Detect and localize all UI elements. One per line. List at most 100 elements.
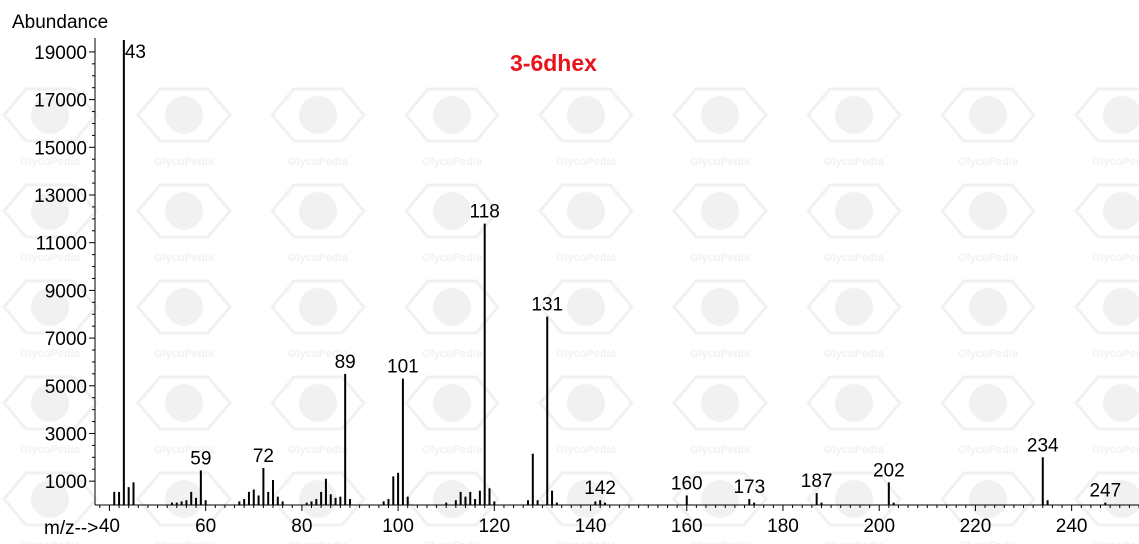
watermark-logo: GlycoPedia: [2, 471, 98, 544]
watermark-text: GlycoPedia: [422, 540, 483, 544]
watermark-hexagon: [940, 471, 1036, 527]
watermark-circle: [165, 96, 203, 134]
peak-label: 160: [671, 473, 703, 494]
y-tick-label: 11000: [36, 234, 87, 255]
watermark-logo: GlycoPedia: [270, 279, 366, 360]
y-axis-label: Abundance: [12, 12, 109, 33]
watermark-circle: [31, 288, 69, 326]
watermark-logo: GlycoPedia: [136, 87, 232, 168]
y-tick-label: 5000: [45, 377, 87, 398]
watermark-logo: GlycoPedia: [538, 279, 634, 360]
watermark-text: GlycoPedia: [154, 156, 215, 168]
watermark-circle: [1103, 192, 1139, 230]
watermark-circle: [835, 480, 873, 518]
watermark-circle: [701, 96, 739, 134]
watermark-circle: [969, 384, 1007, 422]
watermark-text: GlycoPedia: [20, 252, 81, 264]
watermark-hexagon: [270, 87, 366, 143]
watermark-text: GlycoPedia: [824, 156, 885, 168]
watermark-text: GlycoPedia: [690, 444, 751, 456]
watermark-text: GlycoPedia: [422, 252, 483, 264]
watermark-logo: GlycoPedia: [136, 183, 232, 264]
watermark-circle: [433, 288, 471, 326]
watermark-hexagon: [1074, 471, 1139, 527]
watermark-hexagon: [538, 279, 634, 335]
watermark-circle: [567, 96, 605, 134]
watermark-logo: GlycoPedia: [2, 375, 98, 456]
watermark-logo: GlycoPedia: [2, 183, 98, 264]
watermark-hexagon: [1074, 375, 1139, 431]
watermark-hexagon: [538, 87, 634, 143]
watermark-text: GlycoPedia: [1092, 540, 1139, 544]
watermark-logo: GlycoPedia: [404, 375, 500, 456]
watermark-circle: [1103, 96, 1139, 134]
x-tick-label: 80: [291, 516, 312, 537]
watermark-hexagon: [940, 183, 1036, 239]
watermark-hexagon: [270, 471, 366, 527]
peak-label: 72: [253, 446, 274, 467]
x-tick-label: 140: [575, 516, 607, 537]
x-tick-label: 200: [863, 516, 895, 537]
watermark-text: GlycoPedia: [556, 348, 617, 360]
watermark-hexagon: [270, 375, 366, 431]
watermark-logo: GlycoPedia: [806, 375, 902, 456]
watermark-hexagon: [1074, 87, 1139, 143]
watermark-logo: GlycoPedia: [806, 87, 902, 168]
watermark-logo: GlycoPedia: [136, 279, 232, 360]
watermark-hexagon: [672, 183, 768, 239]
y-tick-label: 15000: [34, 138, 87, 159]
x-tick-label: 160: [671, 516, 703, 537]
y-tick-label: 1000: [45, 472, 87, 493]
watermark-hexagon: [2, 279, 98, 335]
x-tick-label: 120: [478, 516, 510, 537]
watermark-circle: [433, 480, 471, 518]
watermark-logo: GlycoPedia: [404, 471, 500, 544]
watermark-hexagon: [2, 375, 98, 431]
watermark-hexagon: [136, 87, 232, 143]
watermark-text: GlycoPedia: [556, 156, 617, 168]
peak-label: 59: [190, 448, 211, 469]
y-tick-label: 17000: [34, 91, 87, 112]
x-tick-label: 240: [1056, 516, 1088, 537]
watermark-hexagon: [404, 375, 500, 431]
watermark-circle: [701, 480, 739, 518]
watermark-logo: GlycoPedia: [1074, 375, 1139, 456]
peak-label: 101: [387, 357, 419, 378]
y-tick-label: 13000: [34, 186, 87, 207]
watermark-circle: [835, 288, 873, 326]
peak-label: 247: [1089, 481, 1121, 502]
watermark-logo: GlycoPedia: [1074, 87, 1139, 168]
x-tick-label: 180: [767, 516, 799, 537]
y-tick-label: 9000: [45, 281, 87, 302]
watermark-logo: GlycoPedia: [404, 279, 500, 360]
watermark-text: GlycoPedia: [958, 252, 1019, 264]
y-tick-label: 7000: [45, 329, 87, 350]
watermark-text: GlycoPedia: [154, 444, 215, 456]
watermark-hexagon: [940, 375, 1036, 431]
watermark-logo: GlycoPedia: [806, 183, 902, 264]
watermark-hexagon: [270, 279, 366, 335]
watermark-text: GlycoPedia: [1092, 444, 1139, 456]
watermark-text: GlycoPedia: [958, 444, 1019, 456]
watermark-hexagon: [806, 375, 902, 431]
watermark-text: GlycoPedia: [824, 348, 885, 360]
watermark-logo: GlycoPedia: [672, 471, 768, 544]
watermark-circle: [165, 288, 203, 326]
watermark-logo: GlycoPedia: [672, 279, 768, 360]
watermark-hexagon: [806, 87, 902, 143]
watermark-circle: [433, 384, 471, 422]
watermark-circle: [1103, 480, 1139, 518]
watermark-circle: [835, 384, 873, 422]
x-tick-label: 220: [960, 516, 992, 537]
watermark-logo: GlycoPedia: [404, 87, 500, 168]
watermark-logo: GlycoPedia: [538, 183, 634, 264]
watermark-circle: [567, 288, 605, 326]
peak-label: 142: [584, 478, 616, 499]
watermark-circle: [701, 384, 739, 422]
watermark-circle: [165, 480, 203, 518]
watermark-circle: [31, 96, 69, 134]
watermark-text: GlycoPedia: [288, 444, 349, 456]
watermark-logo: GlycoPedia: [270, 87, 366, 168]
